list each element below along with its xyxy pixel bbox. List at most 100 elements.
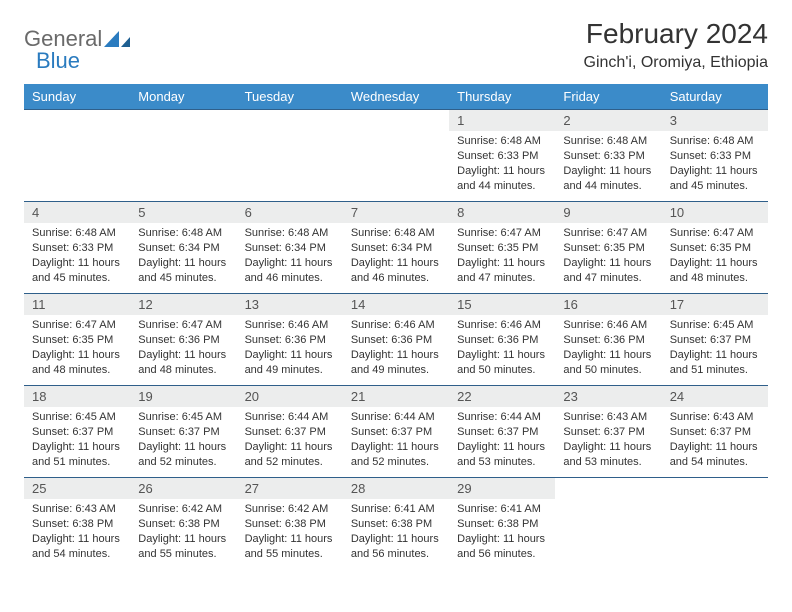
calendar-row: 4Sunrise: 6:48 AMSunset: 6:33 PMDaylight… xyxy=(24,202,768,294)
weekday-header: Monday xyxy=(130,84,236,110)
day-data: Sunrise: 6:48 AMSunset: 6:34 PMDaylight:… xyxy=(130,223,236,291)
day-number: 24 xyxy=(662,386,768,407)
day-number: 11 xyxy=(24,294,130,315)
day-number: 27 xyxy=(237,478,343,499)
calendar-row: ........1Sunrise: 6:48 AMSunset: 6:33 PM… xyxy=(24,110,768,202)
brand-part2: Blue xyxy=(36,48,80,74)
calendar-cell: 6Sunrise: 6:48 AMSunset: 6:34 PMDaylight… xyxy=(237,202,343,294)
day-number: 23 xyxy=(555,386,661,407)
day-number: 7 xyxy=(343,202,449,223)
calendar-cell: 28Sunrise: 6:41 AMSunset: 6:38 PMDayligh… xyxy=(343,478,449,570)
day-data: Sunrise: 6:48 AMSunset: 6:33 PMDaylight:… xyxy=(449,131,555,199)
day-data: Sunrise: 6:41 AMSunset: 6:38 PMDaylight:… xyxy=(343,499,449,567)
calendar-cell: 19Sunrise: 6:45 AMSunset: 6:37 PMDayligh… xyxy=(130,386,236,478)
day-number: 8 xyxy=(449,202,555,223)
day-data: Sunrise: 6:43 AMSunset: 6:37 PMDaylight:… xyxy=(662,407,768,475)
day-number: 10 xyxy=(662,202,768,223)
calendar-cell: 22Sunrise: 6:44 AMSunset: 6:37 PMDayligh… xyxy=(449,386,555,478)
day-data: Sunrise: 6:44 AMSunset: 6:37 PMDaylight:… xyxy=(237,407,343,475)
calendar-cell: 20Sunrise: 6:44 AMSunset: 6:37 PMDayligh… xyxy=(237,386,343,478)
calendar-cell: 14Sunrise: 6:46 AMSunset: 6:36 PMDayligh… xyxy=(343,294,449,386)
day-data: Sunrise: 6:46 AMSunset: 6:36 PMDaylight:… xyxy=(449,315,555,383)
day-data: Sunrise: 6:46 AMSunset: 6:36 PMDaylight:… xyxy=(343,315,449,383)
calendar-cell: 11Sunrise: 6:47 AMSunset: 6:35 PMDayligh… xyxy=(24,294,130,386)
calendar-cell: .. xyxy=(343,110,449,202)
calendar-cell: 3Sunrise: 6:48 AMSunset: 6:33 PMDaylight… xyxy=(662,110,768,202)
weekday-header: Friday xyxy=(555,84,661,110)
day-number: 4 xyxy=(24,202,130,223)
calendar-row: 18Sunrise: 6:45 AMSunset: 6:37 PMDayligh… xyxy=(24,386,768,478)
day-number: 6 xyxy=(237,202,343,223)
month-title: February 2024 xyxy=(584,18,768,50)
calendar-table: SundayMondayTuesdayWednesdayThursdayFrid… xyxy=(24,84,768,570)
calendar-cell: 18Sunrise: 6:45 AMSunset: 6:37 PMDayligh… xyxy=(24,386,130,478)
calendar-cell: 5Sunrise: 6:48 AMSunset: 6:34 PMDaylight… xyxy=(130,202,236,294)
day-number: 25 xyxy=(24,478,130,499)
day-number: 17 xyxy=(662,294,768,315)
calendar-cell: 12Sunrise: 6:47 AMSunset: 6:36 PMDayligh… xyxy=(130,294,236,386)
day-data: Sunrise: 6:48 AMSunset: 6:33 PMDaylight:… xyxy=(555,131,661,199)
calendar-cell: 9Sunrise: 6:47 AMSunset: 6:35 PMDaylight… xyxy=(555,202,661,294)
day-data: Sunrise: 6:48 AMSunset: 6:34 PMDaylight:… xyxy=(237,223,343,291)
calendar-cell: 15Sunrise: 6:46 AMSunset: 6:36 PMDayligh… xyxy=(449,294,555,386)
header: General February 2024 Ginch'i, Oromiya, … xyxy=(24,18,768,72)
calendar-cell: 26Sunrise: 6:42 AMSunset: 6:38 PMDayligh… xyxy=(130,478,236,570)
calendar-body: ........1Sunrise: 6:48 AMSunset: 6:33 PM… xyxy=(24,110,768,570)
day-data: Sunrise: 6:48 AMSunset: 6:33 PMDaylight:… xyxy=(662,131,768,199)
day-number: 9 xyxy=(555,202,661,223)
day-number: 2 xyxy=(555,110,661,131)
day-data: Sunrise: 6:47 AMSunset: 6:35 PMDaylight:… xyxy=(662,223,768,291)
day-data: Sunrise: 6:46 AMSunset: 6:36 PMDaylight:… xyxy=(555,315,661,383)
day-number: 26 xyxy=(130,478,236,499)
calendar-cell: 2Sunrise: 6:48 AMSunset: 6:33 PMDaylight… xyxy=(555,110,661,202)
weekday-header: Saturday xyxy=(662,84,768,110)
day-number: 1 xyxy=(449,110,555,131)
calendar-cell: .. xyxy=(555,478,661,570)
day-data: Sunrise: 6:41 AMSunset: 6:38 PMDaylight:… xyxy=(449,499,555,567)
day-number: 19 xyxy=(130,386,236,407)
calendar-cell: 1Sunrise: 6:48 AMSunset: 6:33 PMDaylight… xyxy=(449,110,555,202)
day-data: Sunrise: 6:43 AMSunset: 6:38 PMDaylight:… xyxy=(24,499,130,567)
day-number: 28 xyxy=(343,478,449,499)
calendar-cell: 7Sunrise: 6:48 AMSunset: 6:34 PMDaylight… xyxy=(343,202,449,294)
day-number: 13 xyxy=(237,294,343,315)
day-data: Sunrise: 6:42 AMSunset: 6:38 PMDaylight:… xyxy=(237,499,343,567)
weekday-header: Tuesday xyxy=(237,84,343,110)
day-data: Sunrise: 6:45 AMSunset: 6:37 PMDaylight:… xyxy=(662,315,768,383)
calendar-cell: 27Sunrise: 6:42 AMSunset: 6:38 PMDayligh… xyxy=(237,478,343,570)
day-data: Sunrise: 6:46 AMSunset: 6:36 PMDaylight:… xyxy=(237,315,343,383)
calendar-cell: 23Sunrise: 6:43 AMSunset: 6:37 PMDayligh… xyxy=(555,386,661,478)
calendar-cell: 25Sunrise: 6:43 AMSunset: 6:38 PMDayligh… xyxy=(24,478,130,570)
day-number: 29 xyxy=(449,478,555,499)
day-number: 22 xyxy=(449,386,555,407)
day-data: Sunrise: 6:47 AMSunset: 6:35 PMDaylight:… xyxy=(555,223,661,291)
day-number: 3 xyxy=(662,110,768,131)
weekday-header: Thursday xyxy=(449,84,555,110)
calendar-cell: .. xyxy=(662,478,768,570)
day-data: Sunrise: 6:45 AMSunset: 6:37 PMDaylight:… xyxy=(24,407,130,475)
day-number: 20 xyxy=(237,386,343,407)
calendar-row: 11Sunrise: 6:47 AMSunset: 6:35 PMDayligh… xyxy=(24,294,768,386)
calendar-cell: .. xyxy=(237,110,343,202)
title-block: February 2024 Ginch'i, Oromiya, Ethiopia xyxy=(584,18,768,72)
day-number: 12 xyxy=(130,294,236,315)
day-number: 14 xyxy=(343,294,449,315)
day-data: Sunrise: 6:44 AMSunset: 6:37 PMDaylight:… xyxy=(343,407,449,475)
calendar-cell: 29Sunrise: 6:41 AMSunset: 6:38 PMDayligh… xyxy=(449,478,555,570)
calendar-header-row: SundayMondayTuesdayWednesdayThursdayFrid… xyxy=(24,84,768,110)
day-number: 5 xyxy=(130,202,236,223)
calendar-cell: 24Sunrise: 6:43 AMSunset: 6:37 PMDayligh… xyxy=(662,386,768,478)
day-data: Sunrise: 6:42 AMSunset: 6:38 PMDaylight:… xyxy=(130,499,236,567)
calendar-cell: .. xyxy=(24,110,130,202)
calendar-row: 25Sunrise: 6:43 AMSunset: 6:38 PMDayligh… xyxy=(24,478,768,570)
day-number: 15 xyxy=(449,294,555,315)
calendar-cell: 16Sunrise: 6:46 AMSunset: 6:36 PMDayligh… xyxy=(555,294,661,386)
day-data: Sunrise: 6:48 AMSunset: 6:34 PMDaylight:… xyxy=(343,223,449,291)
calendar-cell: 13Sunrise: 6:46 AMSunset: 6:36 PMDayligh… xyxy=(237,294,343,386)
day-number: 21 xyxy=(343,386,449,407)
day-number: 18 xyxy=(24,386,130,407)
sail-icon xyxy=(104,31,130,47)
day-data: Sunrise: 6:48 AMSunset: 6:33 PMDaylight:… xyxy=(24,223,130,291)
day-number: 16 xyxy=(555,294,661,315)
day-data: Sunrise: 6:47 AMSunset: 6:36 PMDaylight:… xyxy=(130,315,236,383)
